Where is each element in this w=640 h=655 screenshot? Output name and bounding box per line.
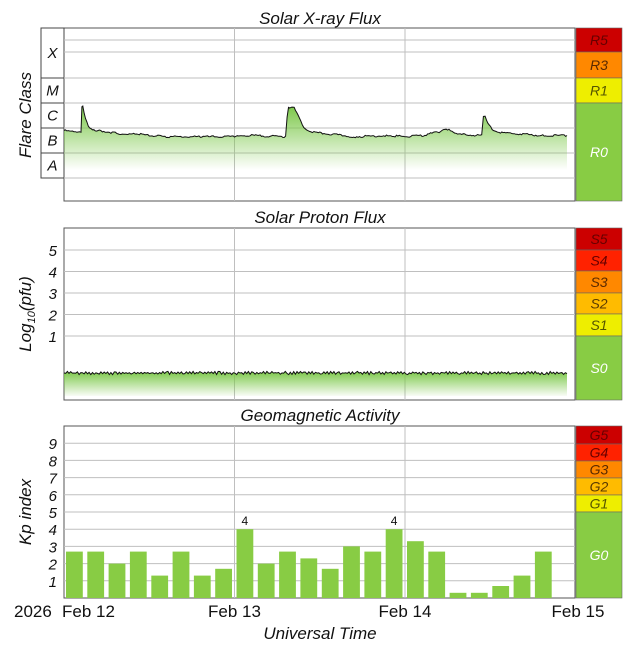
proton-flux-area	[64, 371, 567, 396]
proton-radiation-storm-scale: S5 S4 S3 S2 S1 S0	[575, 227, 623, 401]
kp-bar	[215, 568, 232, 598]
kp-bar	[66, 551, 83, 598]
proton-title: Solar Proton Flux	[254, 208, 386, 227]
proton-ytick-3: 3	[49, 286, 58, 303]
scale-label-g4: G4	[590, 445, 609, 461]
kp-bar	[492, 586, 510, 598]
kp-ytick-2: 2	[48, 557, 58, 574]
proton-gridlines	[64, 228, 575, 400]
kp-bar	[279, 551, 296, 598]
kp-bar	[108, 563, 126, 598]
kp-bar	[428, 551, 446, 598]
kp-bar	[129, 551, 147, 598]
scale-label-g3: G3	[590, 462, 609, 478]
kp-ytick-7: 7	[49, 471, 58, 488]
kp-ytick-5: 5	[49, 505, 58, 522]
kp-gridlines	[64, 426, 575, 598]
flare-class-c: C	[47, 108, 58, 125]
kp-ylabel: Kp index	[16, 478, 35, 545]
kp-ytick-4: 4	[49, 522, 57, 539]
kp-bar	[343, 546, 360, 598]
scale-label-s5: S5	[590, 231, 607, 247]
scale-label-s3: S3	[590, 274, 607, 290]
xray-flux-series	[63, 105, 568, 170]
scale-label-r3: R3	[590, 57, 608, 73]
kp-bar-label: 4	[391, 514, 398, 528]
proton-ytick-5: 5	[49, 243, 58, 260]
x-tick-feb-14: Feb 14	[379, 602, 432, 621]
kp-ytick-6: 6	[49, 488, 58, 505]
kp-bar	[321, 568, 339, 598]
kp-bar	[364, 551, 382, 598]
kp-bar	[385, 529, 403, 598]
scale-label-g1: G1	[590, 496, 609, 512]
scale-label-s2: S2	[590, 296, 607, 312]
kp-bar	[470, 592, 488, 598]
scale-label-s4: S4	[590, 253, 607, 269]
scale-label-s0: S0	[590, 360, 607, 376]
kp-bar	[87, 551, 105, 598]
xray-flux-line	[63, 105, 568, 139]
x-tick-feb-15: Feb 15	[552, 602, 605, 621]
kp-bar-label: 4	[242, 514, 249, 528]
xray-title: Solar X-ray Flux	[259, 9, 381, 28]
kp-bar	[172, 551, 190, 598]
xray-flux-area	[64, 106, 567, 170]
proton-ytick-4: 4	[49, 265, 57, 282]
kp-bar	[449, 592, 467, 598]
scale-label-r1: R1	[590, 83, 608, 99]
kp-bar	[257, 563, 275, 598]
scale-label-g5: G5	[590, 427, 609, 443]
flare-class-m: M	[46, 83, 59, 100]
scale-cell-s0	[575, 335, 623, 401]
proton-ytick-2: 2	[48, 308, 58, 325]
scale-label-g2: G2	[590, 479, 609, 495]
x-axis-ticks: Feb 12 Feb 13 Feb 14 Feb 15	[62, 602, 604, 621]
x-year-label: 2026	[14, 602, 52, 621]
scale-label-r0: R0	[590, 144, 608, 160]
scale-cell-r5	[575, 27, 623, 53]
proton-ylabel: Log10(pfu)	[16, 276, 38, 352]
kp-bar	[534, 551, 552, 598]
proton-flux-series	[63, 370, 568, 396]
kp-ytick-8: 8	[49, 453, 58, 470]
xray-plot-frame	[63, 27, 576, 202]
xray-radio-blackout-scale: R5 R3 R1 R0	[575, 27, 623, 202]
kp-ytick-3: 3	[49, 539, 58, 556]
flare-class-a: A	[46, 158, 57, 175]
proton-flux-line	[63, 370, 568, 376]
scale-cell-r0	[575, 102, 623, 202]
proton-ytick-1: 1	[49, 329, 57, 346]
proton-y-ticks: 1 2 3 4 5	[48, 243, 58, 346]
kp-bar	[300, 558, 318, 598]
scale-label-g0: G0	[590, 547, 609, 563]
scale-label-s1: S1	[590, 317, 607, 333]
kp-bar	[407, 541, 424, 598]
kp-title: Geomagnetic Activity	[240, 406, 401, 425]
scale-cell-g0	[575, 511, 623, 599]
x-tick-feb-13: Feb 13	[208, 602, 261, 621]
scale-cell-r3	[575, 51, 623, 79]
scale-cell-r1	[575, 77, 623, 104]
kp-bar	[151, 575, 169, 598]
kp-ytick-1: 1	[49, 574, 57, 591]
flare-class-b: B	[47, 133, 57, 150]
x-axis-label: Universal Time	[263, 624, 376, 643]
flare-class-x: X	[46, 45, 58, 62]
xray-ylabel: Flare Class	[16, 72, 35, 158]
x-tick-feb-12: Feb 12	[62, 602, 115, 621]
kp-ytick-9: 9	[49, 436, 58, 453]
scale-label-r5: R5	[590, 32, 608, 48]
kp-bar	[236, 529, 254, 598]
kp-bar	[193, 575, 211, 598]
kp-bar	[513, 575, 531, 598]
